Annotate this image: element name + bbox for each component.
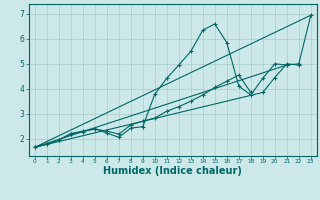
X-axis label: Humidex (Indice chaleur): Humidex (Indice chaleur) [103,166,242,176]
